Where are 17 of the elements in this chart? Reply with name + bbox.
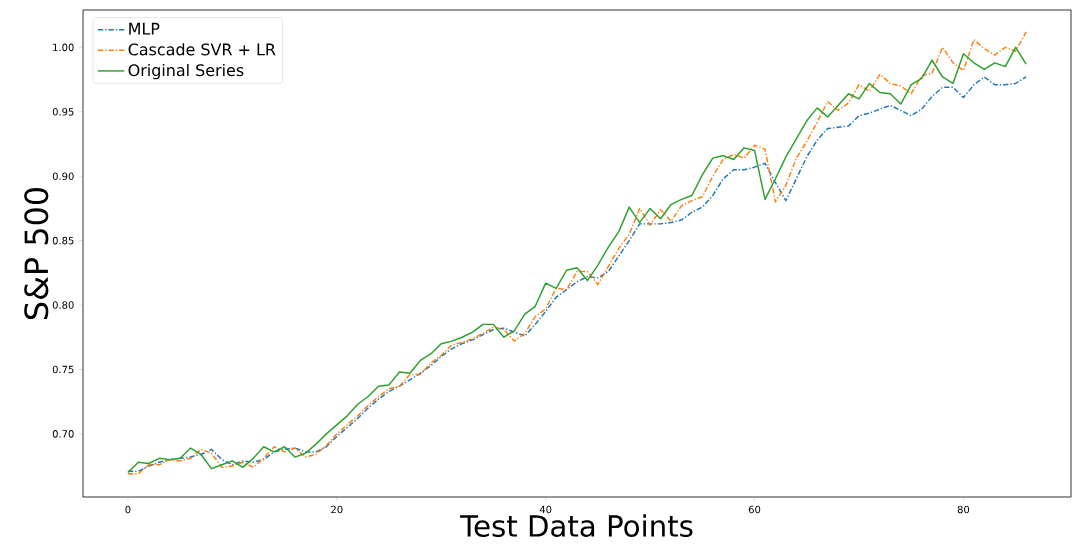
legend-label: Cascade SVR + LR	[128, 43, 276, 56]
legend-label: MLP	[129, 22, 160, 35]
y-axis-title: S&P 500	[24, 187, 49, 320]
x-axis-title: Test Data Points	[460, 514, 693, 537]
x-tick-label: 20	[331, 505, 343, 514]
y-tick-label: 0.95	[52, 108, 74, 116]
y-tick-label: 0.85	[52, 236, 74, 245]
x-tick-label: 80	[957, 505, 970, 514]
x-tick-label: 60	[748, 505, 761, 514]
x-tick-label: 0	[125, 505, 131, 514]
y-tick-label: 0.75	[52, 365, 74, 374]
legend-label: Original Series	[128, 63, 244, 80]
x-tick-label: 40	[539, 505, 552, 514]
y-tick-label: 0.80	[52, 301, 74, 309]
y-tick-label: 1.00	[53, 43, 74, 52]
y-tick-label: 0.90	[52, 172, 74, 180]
y-tick-label: 0.70	[52, 430, 74, 438]
